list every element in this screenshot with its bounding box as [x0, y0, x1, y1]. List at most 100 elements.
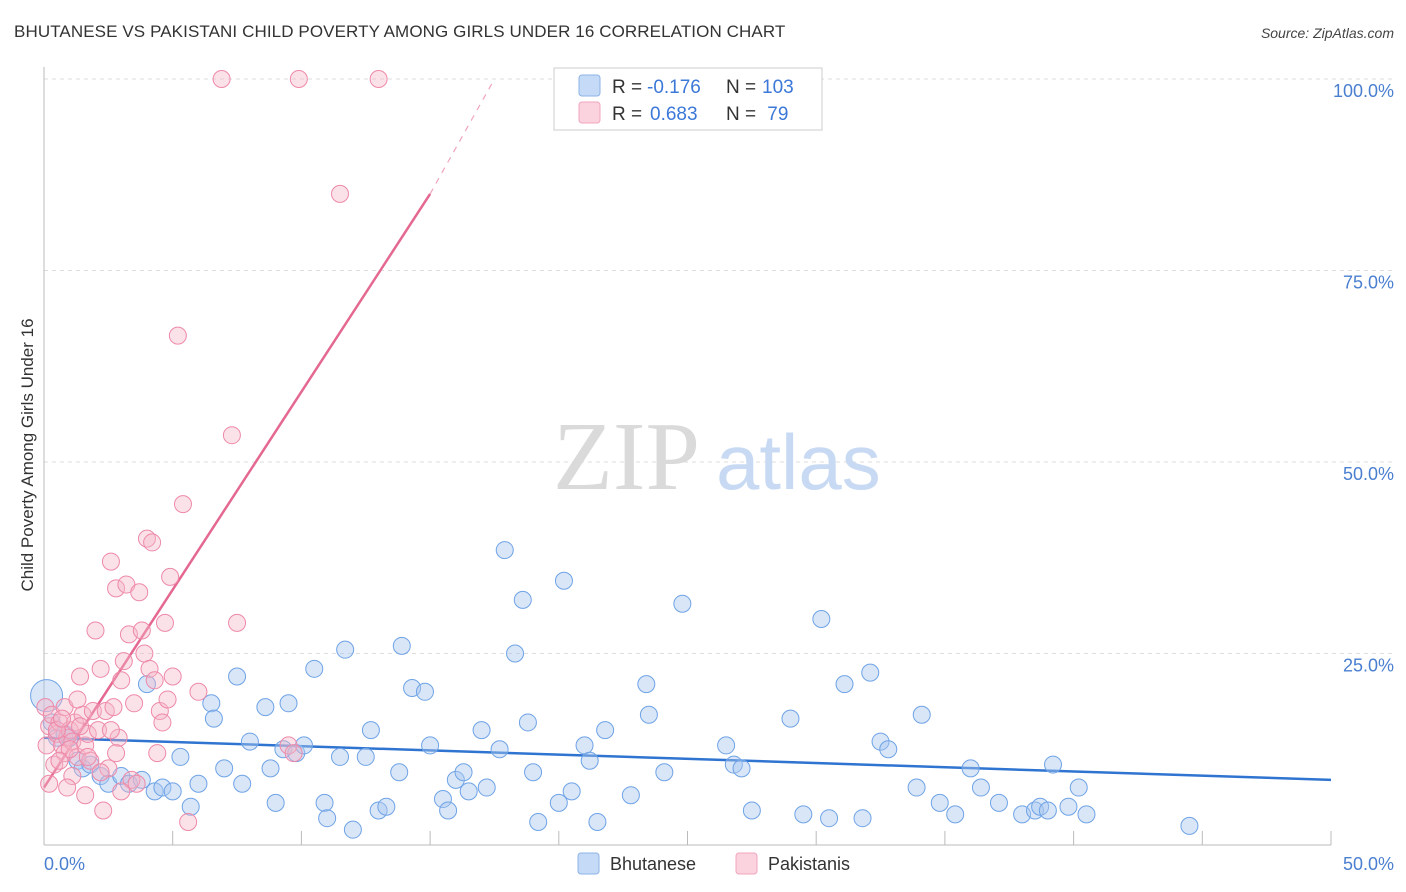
- bhutanese-point: [189, 774, 208, 793]
- y-axis-label: Child Poverty Among Girls Under 16: [18, 318, 37, 591]
- bhutanese-point: [495, 541, 514, 560]
- bhutanese-point: [549, 793, 568, 812]
- bhutanese-point: [392, 636, 411, 655]
- bottom-legend-label-bhutanese: Bhutanese: [610, 854, 696, 874]
- bhutanese-point: [446, 770, 465, 789]
- bhutanese-point: [971, 778, 990, 797]
- bhutanese-point: [961, 759, 980, 778]
- pakistanis-point: [78, 747, 97, 766]
- pakistanis-point: [86, 621, 105, 640]
- bhutanese-point: [621, 786, 640, 805]
- bhutanese-point: [163, 782, 182, 801]
- bhutanese-point: [1180, 816, 1199, 835]
- tick-labels: 25.0% 50.0% 75.0% 100.0% 0.0% 50.0%: [44, 81, 1394, 874]
- legend-n-value-2: 79: [762, 104, 788, 125]
- legend-swatch-bhutanese: [578, 74, 601, 97]
- x-tick-label-0: 0.0%: [44, 854, 85, 874]
- watermark: ZIP atlas: [553, 403, 881, 511]
- bhutanese-point: [204, 709, 223, 728]
- pakistanis-point: [158, 690, 177, 709]
- pakistanis-point: [284, 744, 303, 763]
- bottom-legend-swatch-bhutanese: [577, 852, 600, 875]
- bhutanese-point: [989, 793, 1008, 812]
- bhutanese-point: [820, 809, 839, 828]
- bhutanese-point: [717, 736, 736, 755]
- pakistanis-point: [71, 717, 90, 736]
- pakistanis-point: [135, 644, 154, 663]
- bhutanese-point: [266, 793, 285, 812]
- bhutanese-point: [421, 736, 440, 755]
- bhutanese-point: [518, 713, 537, 732]
- bhutanese-point: [490, 740, 509, 759]
- bhutanese-point: [454, 763, 473, 782]
- legend-n-label-2: N =: [726, 104, 756, 125]
- trend-lines: [42, 78, 1332, 789]
- watermark-atlas: atlas: [716, 418, 881, 506]
- bhutanese-point: [673, 594, 692, 613]
- legend-r-label-1: R =: [612, 77, 642, 98]
- bhutanese-point: [794, 805, 813, 824]
- bhutanese-point: [261, 759, 280, 778]
- pakistanis-point: [127, 774, 146, 793]
- pakistanis-trend-line: [42, 193, 432, 789]
- bhutanese-point: [279, 694, 298, 713]
- bhutanese-point: [1038, 801, 1057, 820]
- x-tick-label-1: 50.0%: [1343, 854, 1394, 874]
- bhutanese-point: [835, 675, 854, 694]
- pakistanis-point: [36, 698, 55, 717]
- bhutanese-point: [171, 747, 190, 766]
- pakistanis-point: [222, 426, 241, 445]
- pakistanis-point: [289, 70, 308, 88]
- bottom-legend-swatch-pakistanis: [735, 852, 758, 875]
- bhutanese-point: [315, 793, 334, 812]
- legend-n-value-1: 103: [762, 77, 794, 98]
- bhutanese-point: [228, 667, 247, 686]
- bhutanese-point: [907, 778, 926, 797]
- bhutanese-point: [781, 709, 800, 728]
- pakistanis-point: [189, 682, 208, 701]
- pakistanis-point: [68, 690, 87, 709]
- bhutanese-point: [30, 679, 64, 713]
- bhutanese-point: [240, 732, 259, 751]
- bhutanese-point: [506, 644, 525, 663]
- pakistanis-point: [101, 721, 120, 740]
- pakistanis-point: [163, 667, 182, 686]
- pakistanis-point: [173, 495, 192, 514]
- bhutanese-point: [181, 797, 200, 816]
- bhutanese-point: [655, 763, 674, 782]
- bhutanese-point: [318, 809, 337, 828]
- bhutanese-point: [1069, 778, 1088, 797]
- bhutanese-point: [433, 790, 452, 809]
- grid-lines: [44, 78, 1394, 654]
- y-tick-label-2: 75.0%: [1343, 273, 1394, 293]
- legend-n-label-1: N =: [726, 77, 756, 98]
- pakistanis-point: [155, 613, 174, 632]
- bhutanese-point: [639, 705, 658, 724]
- bhutanese-point: [233, 774, 252, 793]
- pakistanis-point: [212, 70, 231, 88]
- pakistanis-point: [63, 767, 82, 786]
- bhutanese-point: [256, 698, 275, 717]
- watermark-zip: ZIP: [553, 403, 700, 511]
- pakistanis-point: [331, 184, 350, 203]
- chart-title: BHUTANESE VS PAKISTANI CHILD POVERTY AMO…: [14, 22, 786, 41]
- pakistanis-point: [132, 621, 151, 640]
- bhutanese-point: [1044, 755, 1063, 774]
- bhutanese-point: [946, 805, 965, 824]
- pakistanis-point: [112, 782, 131, 801]
- bhutanese-point: [215, 759, 234, 778]
- pakistanis-point: [130, 583, 149, 602]
- pakistanis-point: [140, 659, 159, 678]
- y-tick-label-0: 25.0%: [1343, 656, 1394, 676]
- data-points: [30, 70, 1199, 839]
- bhutanese-point: [305, 659, 324, 678]
- bottom-legend-label-pakistanis: Pakistanis: [768, 854, 850, 874]
- bhutanese-point: [336, 640, 355, 659]
- source-label: Source: ZipAtlas.com: [1260, 25, 1394, 41]
- pakistanis-point: [143, 533, 162, 552]
- pakistanis-point: [369, 70, 388, 88]
- bottom-legend: Bhutanese Pakistanis: [577, 852, 850, 875]
- pakistanis-point: [168, 326, 187, 345]
- pakistanis-point: [53, 709, 72, 728]
- bhutanese-point: [529, 813, 548, 832]
